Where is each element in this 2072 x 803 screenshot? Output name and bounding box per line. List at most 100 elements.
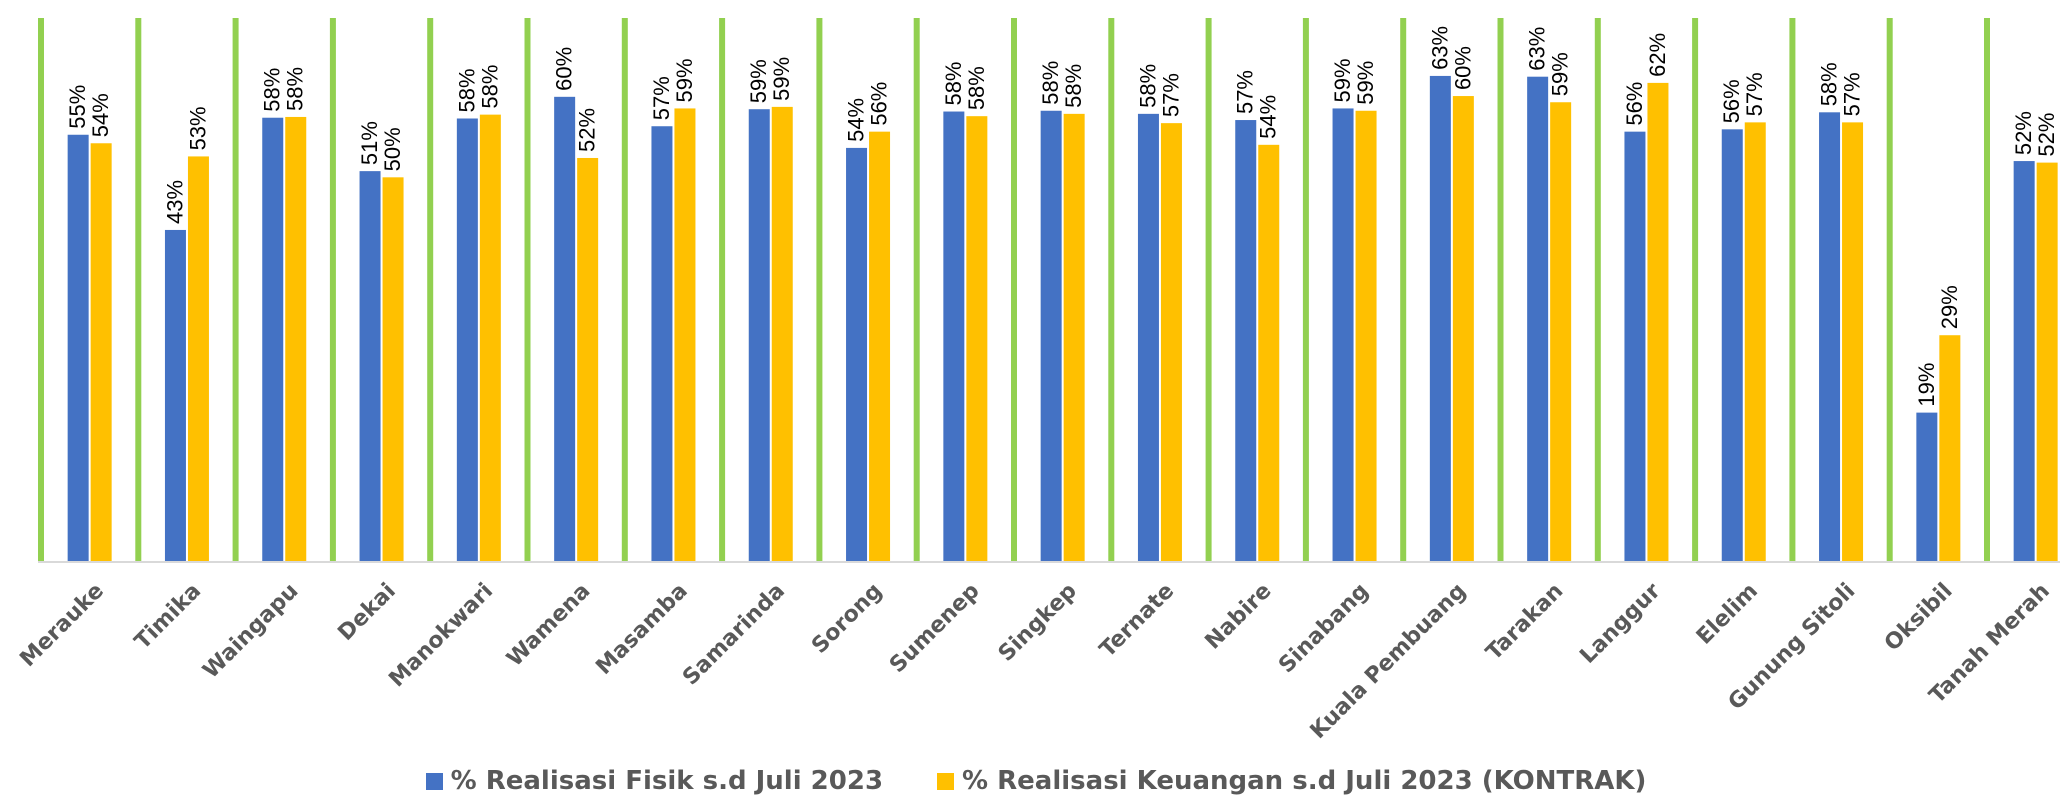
category-label: Sumenep <box>885 579 984 678</box>
data-label: 58% <box>941 61 966 105</box>
category-label: Sorong <box>807 579 887 659</box>
data-label: 59% <box>1330 58 1355 102</box>
bar-fisik <box>1040 110 1062 563</box>
bar-fisik <box>67 134 89 562</box>
data-label: 60% <box>1450 46 1475 90</box>
data-label: 63% <box>1427 26 1452 70</box>
legend-item-keuangan: % Realisasi Keuangan s.d Juli 2023 (KONT… <box>937 766 1646 796</box>
separator-line <box>913 18 920 562</box>
separator-line <box>135 18 142 562</box>
data-label: 53% <box>185 106 210 150</box>
bar-keuangan <box>285 116 307 562</box>
separator-line <box>816 18 823 562</box>
category-label: Tarakan <box>1482 579 1569 666</box>
bar-fisik <box>943 111 965 563</box>
bar-keuangan <box>1355 110 1377 563</box>
legend-item-fisik: % Realisasi Fisik s.d Juli 2023 <box>425 766 884 796</box>
data-label: 57% <box>649 76 674 120</box>
data-label: 62% <box>1645 33 1670 77</box>
bar-fisik <box>359 171 381 562</box>
data-label: 43% <box>162 180 187 224</box>
bar-keuangan <box>2036 162 2058 562</box>
bar-fisik <box>262 117 284 562</box>
data-label: 29% <box>1937 285 1962 329</box>
legend-swatch-keuangan <box>937 772 955 790</box>
data-label: 58% <box>964 66 989 110</box>
data-label: 56% <box>1622 82 1647 126</box>
category-label: Waingapu <box>198 579 303 684</box>
data-label: 57% <box>1233 70 1258 114</box>
bar-fisik <box>164 229 186 563</box>
bars-group <box>67 75 2058 563</box>
category-label: Nabire <box>1201 579 1277 655</box>
bar-keuangan <box>382 177 404 562</box>
legend-label-keuangan: % Realisasi Keuangan s.d Juli 2023 (KONT… <box>962 766 1647 796</box>
bar-fisik <box>1527 76 1549 563</box>
category-label: Dekai <box>333 579 400 646</box>
category-label: Langgur <box>1576 578 1666 668</box>
category-label: Timika <box>130 579 206 655</box>
bar-fisik <box>1429 75 1451 562</box>
separator-line <box>1108 18 1115 562</box>
bar-fisik <box>846 147 868 562</box>
bar-keuangan <box>1063 113 1085 562</box>
bar-keuangan <box>771 106 793 562</box>
bar-keuangan <box>1647 82 1669 563</box>
data-label: 50% <box>380 127 405 171</box>
bar-fisik <box>554 96 576 563</box>
bar-fisik <box>1624 131 1646 562</box>
data-label: 59% <box>672 58 697 102</box>
bar-keuangan <box>1842 122 1864 563</box>
separator-line <box>1886 18 1893 562</box>
data-label: 52% <box>2011 111 2036 155</box>
bar-fisik <box>748 109 770 563</box>
category-label: Oksibil <box>1880 579 1958 657</box>
category-separators <box>38 18 1990 562</box>
data-label: 59% <box>769 57 794 101</box>
separator-line <box>427 18 434 562</box>
data-label: 54% <box>844 98 869 142</box>
separator-line <box>232 18 239 562</box>
bar-keuangan <box>1258 144 1280 562</box>
bar-keuangan <box>674 108 696 562</box>
separator-line <box>38 18 44 562</box>
bar-fisik <box>1819 112 1841 562</box>
separator-line <box>1984 18 1990 562</box>
data-label: 56% <box>867 82 892 126</box>
category-label: Singkep <box>994 579 1082 667</box>
category-label: Wamena <box>502 579 595 672</box>
data-label: 58% <box>260 68 285 112</box>
legend: % Realisasi Fisik s.d Juli 2023 % Realis… <box>0 766 2072 796</box>
separator-line <box>1789 18 1796 562</box>
bar-fisik <box>1721 129 1743 563</box>
bar-fisik <box>456 118 478 563</box>
data-label: 63% <box>1525 27 1550 71</box>
category-label: Merauke <box>15 579 108 672</box>
data-label: 56% <box>1719 79 1744 123</box>
bar-keuangan <box>1939 335 1961 562</box>
data-label: 60% <box>552 47 577 91</box>
data-label: 57% <box>1742 72 1767 116</box>
separator-line <box>524 18 531 562</box>
data-label: 54% <box>1256 95 1281 139</box>
data-label: 59% <box>1353 61 1378 105</box>
separator-line <box>1400 18 1407 562</box>
data-label: 58% <box>477 65 502 109</box>
data-label: 51% <box>357 121 382 165</box>
data-label: 58% <box>283 67 308 111</box>
bar-keuangan <box>577 157 599 563</box>
bar-keuangan <box>1744 122 1766 563</box>
data-label: 52% <box>2034 113 2059 157</box>
category-label: Manokwari <box>384 579 498 693</box>
bar-keuangan <box>1452 96 1474 562</box>
data-label: 57% <box>1840 72 1865 116</box>
bar-keuangan <box>869 131 891 562</box>
data-label: 58% <box>1061 64 1086 108</box>
bar-fisik <box>1916 412 1938 562</box>
separator-line <box>1497 18 1504 562</box>
legend-label-fisik: % Realisasi Fisik s.d Juli 2023 <box>450 766 884 796</box>
data-label: 58% <box>1038 61 1063 105</box>
data-label: 59% <box>1548 52 1573 96</box>
